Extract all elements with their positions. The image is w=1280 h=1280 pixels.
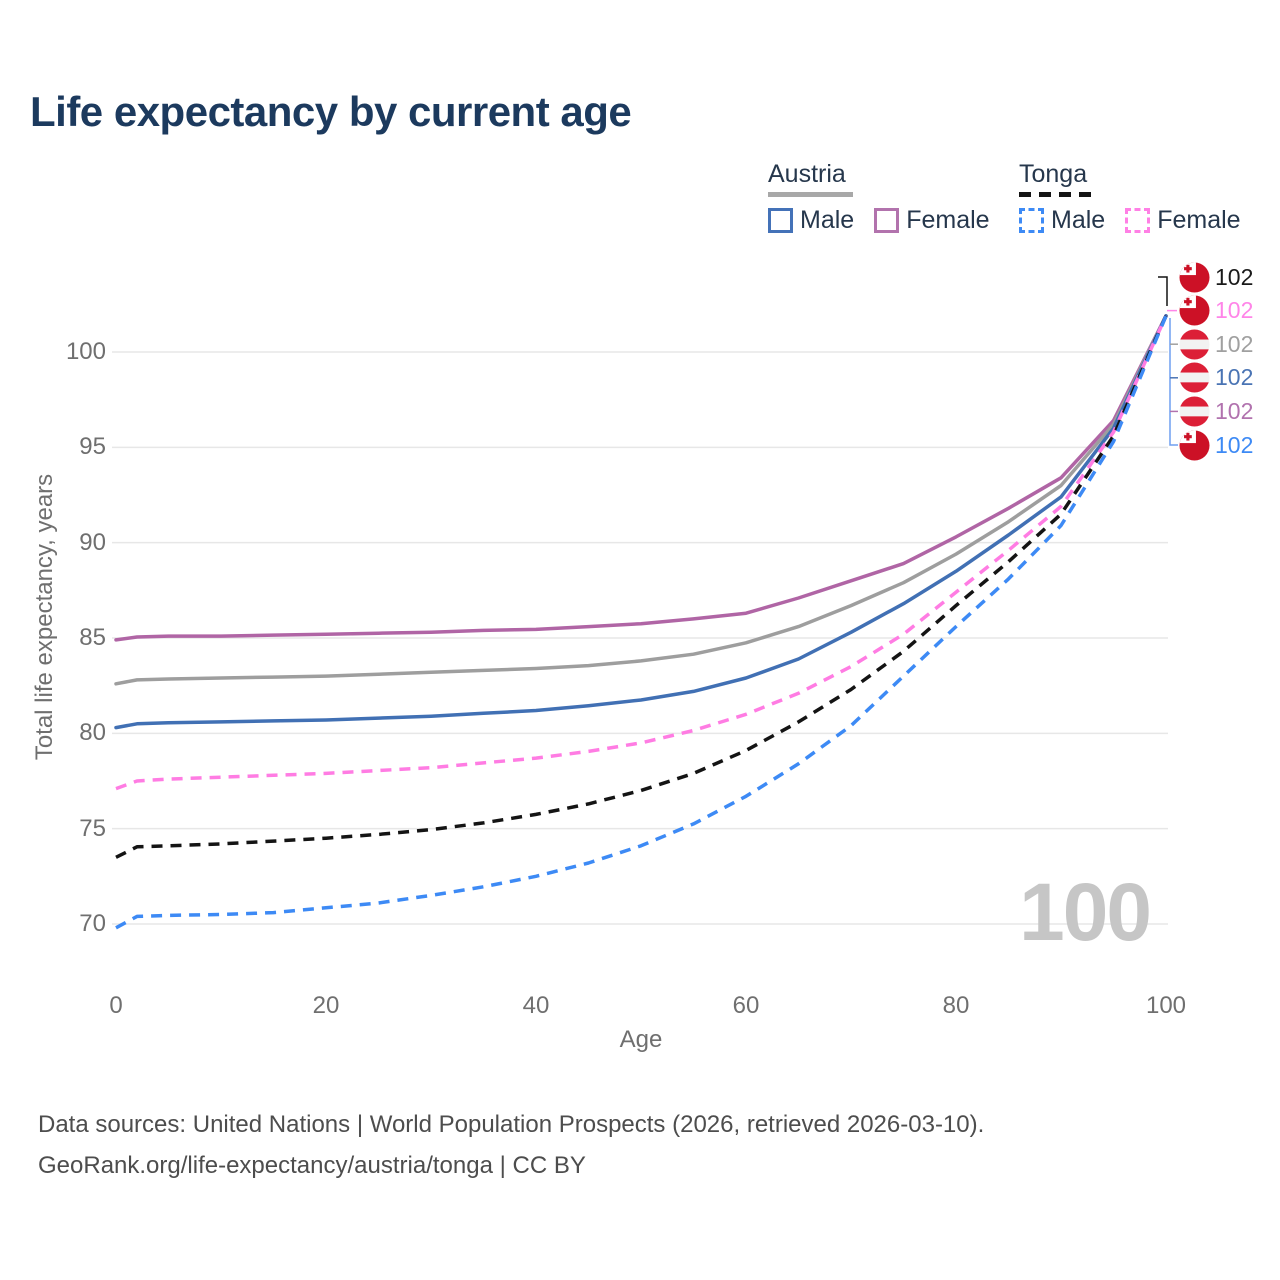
series-line-austria-female[interactable] xyxy=(114,314,1168,642)
end-label-value: 102 xyxy=(1215,330,1254,357)
footer: Data sources: United Nations | World Pop… xyxy=(38,1104,984,1186)
tonga-flag-icon xyxy=(1179,429,1210,461)
y-axis-title: Total life expectancy, years xyxy=(31,473,58,761)
y-tick-100: 100 xyxy=(65,338,106,365)
legend-header-austria[interactable]: Austria xyxy=(768,160,846,188)
end-label-tonga-female: 102 xyxy=(1179,295,1253,327)
x-axis-title: Age xyxy=(619,1026,663,1053)
y-tick-70: 70 xyxy=(79,910,106,937)
footer-sources: Data sources: United Nations | World Pop… xyxy=(38,1111,985,1138)
legend-swatch-tonga-male[interactable] xyxy=(1019,208,1044,233)
leader-line-black xyxy=(1158,276,1168,306)
legend-row-tonga: Male Female xyxy=(1019,206,1261,235)
legend-underline-austria xyxy=(768,192,853,197)
tonga-flag-icon xyxy=(1179,261,1210,293)
x-tick-40: 40 xyxy=(522,992,550,1019)
x-tick-0: 0 xyxy=(109,992,123,1019)
y-tick-85: 85 xyxy=(79,624,106,651)
end-label-value: 102 xyxy=(1215,397,1254,424)
legend-swatch-austria-female[interactable] xyxy=(874,208,900,233)
y-tick-75: 75 xyxy=(79,814,106,842)
legend-group-tonga: Tonga Male Female xyxy=(1019,160,1261,235)
end-label-austria-total: 102 xyxy=(1179,328,1253,360)
legend-label-austria-male[interactable]: Male xyxy=(800,206,855,234)
x-tick-20: 20 xyxy=(312,992,340,1019)
leader-line-blue xyxy=(1169,318,1178,446)
end-label-tonga-total: 102 xyxy=(1179,261,1253,293)
legend-label-austria-female[interactable]: Female xyxy=(906,206,990,234)
series-line-austria-total[interactable] xyxy=(114,314,1168,686)
age-watermark: 100 xyxy=(1019,867,1152,958)
tonga-flag-icon xyxy=(1179,295,1210,326)
series-line-tonga-male[interactable] xyxy=(115,315,1168,930)
x-tick-60: 60 xyxy=(732,992,760,1019)
y-tick-95: 95 xyxy=(79,433,106,461)
legend-label-tonga-male[interactable]: Male xyxy=(1051,206,1106,234)
x-tick-80: 80 xyxy=(942,992,970,1019)
y-tick-90: 90 xyxy=(79,528,106,556)
legend-swatch-tonga-female[interactable] xyxy=(1125,208,1151,233)
legend-label-tonga-female[interactable]: Female xyxy=(1157,206,1241,234)
page-title: Life expectancy by current age xyxy=(30,88,632,135)
series-line-austria-male[interactable] xyxy=(114,314,1168,730)
end-label-value: 102 xyxy=(1215,297,1254,324)
legend-underline-tonga xyxy=(1019,192,1092,197)
end-label-value: 102 xyxy=(1215,263,1254,290)
end-label-austria-female: 102 xyxy=(1179,395,1253,427)
legend-swatch-austria-male[interactable] xyxy=(768,208,793,233)
austria-flag-icon xyxy=(1179,329,1210,360)
series-line-tonga-total[interactable] xyxy=(115,315,1168,859)
x-tick-100: 100 xyxy=(1145,992,1187,1019)
end-label-value: 102 xyxy=(1215,364,1254,391)
legend-row-austria: Male Female xyxy=(768,206,1010,235)
footer-link: GeoRank.org/life-expectancy/austria/tong… xyxy=(38,1152,586,1179)
austria-flag-icon xyxy=(1179,362,1210,393)
legend-group-austria: Austria Male Female xyxy=(768,160,1010,235)
y-tick-80: 80 xyxy=(79,719,106,747)
legend-header-tonga[interactable]: Tonga xyxy=(1019,160,1088,188)
series-line-tonga-female[interactable] xyxy=(115,315,1168,791)
austria-flag-icon xyxy=(1179,396,1210,427)
end-label-tonga-male: 102 xyxy=(1179,429,1253,461)
end-label-value: 102 xyxy=(1215,431,1254,458)
end-label-austria-male: 102 xyxy=(1179,362,1253,394)
